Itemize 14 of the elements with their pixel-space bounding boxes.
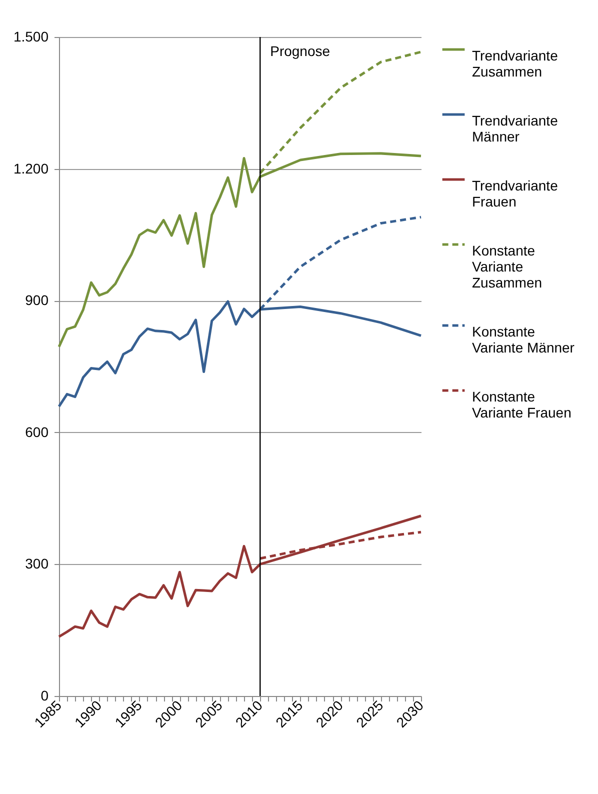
legend-label: Konstante Variante Männer bbox=[472, 324, 575, 356]
y-tick-label: 1.200 bbox=[13, 160, 49, 176]
y-tick-label: 600 bbox=[25, 424, 49, 440]
legend-label: Konstante Variante Zusammen bbox=[472, 242, 542, 290]
y-tick-label: 300 bbox=[25, 556, 49, 572]
y-tick-label: 0 bbox=[40, 688, 49, 704]
ref-line-label: Prognose bbox=[270, 43, 330, 59]
y-tick-label: 1.500 bbox=[13, 28, 49, 44]
legend-label: Trendvariante Frauen bbox=[472, 178, 558, 210]
legend-label: Trendvariante Zusammen bbox=[472, 48, 558, 80]
y-tick-label: 900 bbox=[25, 292, 49, 308]
legend-label: Konstante Variante Frauen bbox=[472, 388, 572, 420]
legend-label: Trendvariante Männer bbox=[472, 112, 558, 144]
line-series bbox=[58, 514, 422, 638]
